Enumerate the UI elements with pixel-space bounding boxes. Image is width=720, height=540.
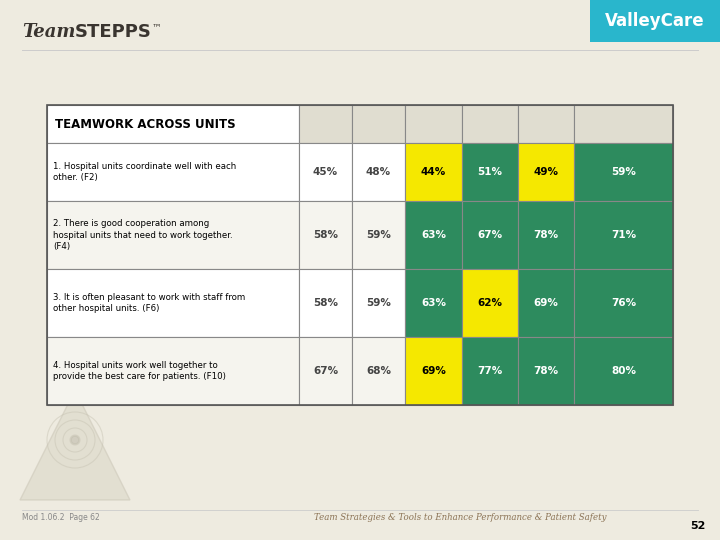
Bar bbox=[590, 0, 720, 42]
Bar bbox=[47, 201, 299, 269]
Text: 69%: 69% bbox=[421, 366, 446, 376]
Bar bbox=[518, 143, 574, 201]
Bar bbox=[405, 201, 462, 269]
Bar bbox=[574, 143, 673, 201]
Bar bbox=[352, 105, 405, 143]
Text: 3. It is often pleasant to work with staff from
other hospital units. (F6): 3. It is often pleasant to work with sta… bbox=[53, 293, 246, 313]
Bar bbox=[574, 269, 673, 337]
Circle shape bbox=[71, 436, 79, 444]
Bar bbox=[352, 337, 405, 405]
Text: 59%: 59% bbox=[611, 167, 636, 177]
Bar bbox=[518, 201, 574, 269]
Text: 59%: 59% bbox=[366, 230, 391, 240]
Bar bbox=[405, 143, 462, 201]
Text: 51%: 51% bbox=[477, 167, 503, 177]
Bar bbox=[352, 269, 405, 337]
Text: 68%: 68% bbox=[366, 366, 391, 376]
Bar bbox=[352, 201, 405, 269]
Bar bbox=[462, 143, 518, 201]
Text: 4. Hospital units work well together to
provide the best care for patients. (F10: 4. Hospital units work well together to … bbox=[53, 361, 226, 381]
Text: 1. Hospital units coordinate well with each
other. (F2): 1. Hospital units coordinate well with e… bbox=[53, 161, 236, 183]
Text: 52: 52 bbox=[690, 521, 706, 531]
Text: 44%: 44% bbox=[421, 167, 446, 177]
Bar bbox=[352, 143, 405, 201]
Bar bbox=[574, 201, 673, 269]
Text: ValleyCare: ValleyCare bbox=[606, 12, 705, 30]
Bar bbox=[47, 337, 299, 405]
Bar bbox=[574, 105, 673, 143]
Bar bbox=[405, 269, 462, 337]
Bar bbox=[299, 337, 352, 405]
Bar bbox=[47, 105, 673, 405]
Text: 59%: 59% bbox=[366, 298, 391, 308]
Bar bbox=[47, 269, 299, 337]
Text: TEAMWORK ACROSS UNITS: TEAMWORK ACROSS UNITS bbox=[55, 118, 235, 131]
Bar bbox=[299, 201, 352, 269]
Text: 63%: 63% bbox=[421, 230, 446, 240]
Text: 78%: 78% bbox=[534, 366, 559, 376]
Text: Mod 1.06.2  Page 62: Mod 1.06.2 Page 62 bbox=[22, 514, 100, 523]
Text: 67%: 67% bbox=[477, 230, 503, 240]
Bar bbox=[462, 105, 518, 143]
Bar bbox=[462, 201, 518, 269]
Text: Team: Team bbox=[22, 23, 76, 41]
Text: 48%: 48% bbox=[366, 167, 391, 177]
Polygon shape bbox=[20, 390, 130, 500]
Text: 45%: 45% bbox=[313, 167, 338, 177]
Text: 63%: 63% bbox=[421, 298, 446, 308]
Bar bbox=[299, 269, 352, 337]
Text: 77%: 77% bbox=[477, 366, 503, 376]
Text: 69%: 69% bbox=[534, 298, 559, 308]
Bar bbox=[405, 105, 462, 143]
Text: 2. There is good cooperation among
hospital units that need to work together.
(F: 2. There is good cooperation among hospi… bbox=[53, 219, 233, 251]
Bar bbox=[405, 337, 462, 405]
Bar bbox=[462, 269, 518, 337]
Text: 58%: 58% bbox=[313, 230, 338, 240]
Bar bbox=[47, 143, 299, 201]
Bar bbox=[574, 337, 673, 405]
Text: 71%: 71% bbox=[611, 230, 636, 240]
Text: 78%: 78% bbox=[534, 230, 559, 240]
Text: 62%: 62% bbox=[477, 298, 503, 308]
Bar bbox=[299, 105, 352, 143]
Text: 49%: 49% bbox=[534, 167, 559, 177]
Bar bbox=[518, 269, 574, 337]
Text: 67%: 67% bbox=[313, 366, 338, 376]
Bar bbox=[518, 105, 574, 143]
Bar bbox=[462, 337, 518, 405]
Text: ™: ™ bbox=[152, 22, 162, 32]
Text: STEPPS: STEPPS bbox=[75, 23, 152, 41]
Text: Team Strategies & Tools to Enhance Performance & Patient Safety: Team Strategies & Tools to Enhance Perfo… bbox=[314, 514, 606, 523]
Bar bbox=[518, 337, 574, 405]
Bar bbox=[299, 143, 352, 201]
Text: 76%: 76% bbox=[611, 298, 636, 308]
Bar bbox=[47, 105, 299, 143]
Text: 80%: 80% bbox=[611, 366, 636, 376]
Text: 58%: 58% bbox=[313, 298, 338, 308]
